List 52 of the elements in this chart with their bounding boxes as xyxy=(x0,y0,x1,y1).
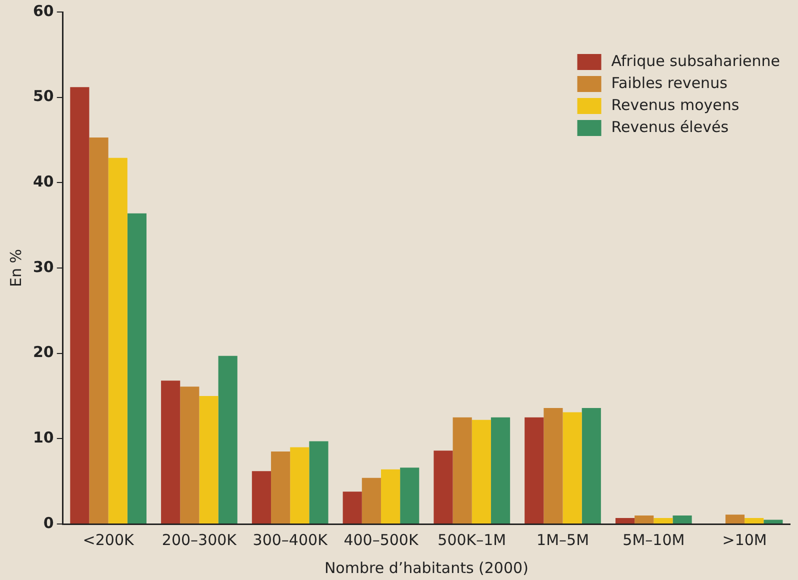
x-tick-label: 300–400K xyxy=(252,530,329,549)
bar xyxy=(524,417,544,524)
y-tick-label: 10 xyxy=(33,428,54,447)
y-tick-label: 50 xyxy=(33,87,54,106)
bar xyxy=(472,420,491,524)
bar xyxy=(654,518,673,524)
y-axis-title: En % xyxy=(6,248,25,288)
x-tick-label: <200K xyxy=(82,530,135,549)
bar xyxy=(290,447,310,524)
bar xyxy=(434,450,453,524)
bar xyxy=(252,471,272,524)
x-tick-label: 1M–5M xyxy=(536,530,590,549)
x-axis-title: Nombre d’habitants (2000) xyxy=(324,558,528,577)
bar xyxy=(634,515,654,524)
bar xyxy=(108,158,128,524)
bar xyxy=(218,356,238,524)
bar xyxy=(271,451,290,524)
bar xyxy=(615,518,635,524)
bar xyxy=(744,518,764,524)
x-tick-label: 200–300K xyxy=(162,530,238,549)
y-tick-label: 30 xyxy=(33,258,54,276)
y-tick-label: 40 xyxy=(33,172,54,191)
bar xyxy=(725,514,745,524)
x-tick-label: 5M–10M xyxy=(622,530,685,549)
bar xyxy=(562,412,582,524)
legend-label: Faibles revenus xyxy=(611,74,728,92)
bar xyxy=(70,87,90,524)
bar xyxy=(127,213,146,524)
y-tick-label: 20 xyxy=(33,343,54,362)
x-tick-label: >10M xyxy=(722,530,767,549)
x-tick-label: 400–500K xyxy=(344,530,420,549)
bar xyxy=(180,386,200,524)
bar xyxy=(490,417,510,524)
legend-label: Revenus élevés xyxy=(611,118,729,136)
bar xyxy=(672,515,692,524)
bar xyxy=(452,417,472,524)
x-tick-label: 500K–1M xyxy=(438,530,506,549)
bar xyxy=(161,380,180,524)
bar xyxy=(309,441,328,524)
legend-label: Afrique subsaharienne xyxy=(611,52,780,70)
bar xyxy=(582,408,601,524)
bar xyxy=(544,408,563,524)
bar xyxy=(342,492,362,524)
bar xyxy=(400,468,420,524)
bar xyxy=(380,469,400,524)
bar xyxy=(362,478,381,524)
y-tick-label: 60 xyxy=(33,2,54,20)
legend-label: Revenus moyens xyxy=(611,96,740,114)
bar xyxy=(764,520,783,524)
bar xyxy=(89,137,108,524)
bar xyxy=(199,396,218,524)
y-tick-label: 0 xyxy=(43,514,54,532)
